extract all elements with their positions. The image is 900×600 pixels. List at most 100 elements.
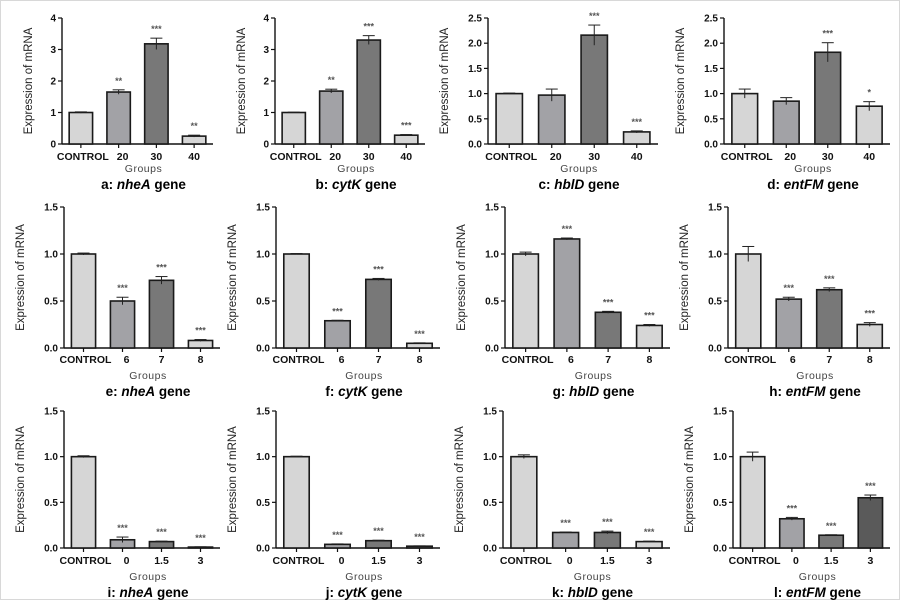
chart-panel-i: 0.0 0.5 1.0 1.5 Expression of mRNA CONTROL 0 **… <box>15 407 220 600</box>
x-tick-label: 3 <box>867 555 873 567</box>
y-axis-label: Expression of mRNA <box>15 224 27 331</box>
y-tick-label: 0.0 <box>44 544 58 555</box>
caption-prefix: b: <box>315 177 332 192</box>
x-tick-label: 6 <box>790 354 796 366</box>
y-tick-label: 1.0 <box>44 452 58 463</box>
bar <box>356 39 382 145</box>
chart-panel-e: 0.0 0.5 1.0 1.5 Expression of mRNA CONTROL 6 **… <box>15 203 220 399</box>
caption-suffix: gene <box>826 585 862 600</box>
caption-gene-name: entFM <box>786 585 826 600</box>
caption-gene-name: hblD <box>568 585 598 600</box>
caption-prefix: i: <box>107 585 119 600</box>
y-tick-label: 2.5 <box>704 14 718 25</box>
x-tick-label: 3 <box>646 555 652 567</box>
caption-suffix: gene <box>599 384 635 399</box>
significance-label: * <box>867 88 871 98</box>
panel-caption: c: hblD gene <box>538 177 620 192</box>
y-tick-label: 0.5 <box>44 297 58 308</box>
x-tick-label: 0 <box>339 555 345 567</box>
significance-label: *** <box>363 22 374 32</box>
x-tick-label: CONTROL <box>60 354 112 366</box>
x-tick-label: 30 <box>363 151 375 163</box>
bar <box>143 43 169 145</box>
bar <box>495 92 524 145</box>
y-tick-label: 0.0 <box>44 344 58 355</box>
caption-gene-name: cytK <box>338 384 369 399</box>
x-axis-label: Groups <box>796 370 833 382</box>
bar <box>855 105 883 145</box>
x-tick-label: CONTROL <box>500 555 552 567</box>
bar <box>510 455 538 549</box>
x-tick-label: 30 <box>588 151 600 163</box>
significance-label: *** <box>117 283 128 293</box>
y-tick-label: 0.5 <box>256 498 270 509</box>
significance-label: *** <box>644 311 655 321</box>
caption-gene-name: entFM <box>786 384 826 399</box>
x-tick-label: CONTROL <box>721 151 773 163</box>
bar <box>772 100 800 145</box>
chart-panel-d: 0.0 0.5 1.0 1.5 2.0 2.5 Expression of mRNA CONT… <box>675 14 890 192</box>
x-axis-label: Groups <box>799 571 836 583</box>
caption-gene-name: cytK <box>332 177 363 192</box>
bar <box>323 319 352 349</box>
caption-prefix: l: <box>774 585 786 600</box>
x-axis-label: Groups <box>345 571 382 583</box>
x-tick-label: 40 <box>631 151 643 163</box>
x-tick-label: 30 <box>822 151 834 163</box>
y-tick-label: 1.5 <box>485 203 499 214</box>
x-tick-label: 7 <box>159 354 165 366</box>
x-tick-label: 40 <box>863 151 875 163</box>
x-tick-label: 3 <box>417 555 423 567</box>
bar <box>109 300 136 349</box>
x-tick-label: 8 <box>867 354 873 366</box>
bar <box>553 238 581 349</box>
caption-gene-name: nheA <box>117 177 151 192</box>
bar <box>70 455 97 549</box>
y-tick-label: 1.5 <box>713 407 727 418</box>
y-tick-label: 0.0 <box>483 544 497 555</box>
x-tick-label: CONTROL <box>60 555 112 567</box>
y-axis-label: Expression of mRNA <box>679 224 691 331</box>
bar <box>739 455 766 549</box>
y-tick-label: 3 <box>263 45 269 56</box>
x-tick-label: CONTROL <box>273 555 325 567</box>
x-tick-label: 1.5 <box>154 555 169 567</box>
x-tick-label: 0 <box>567 555 573 567</box>
y-tick-label: 1.5 <box>44 407 58 418</box>
significance-label: ** <box>328 75 336 85</box>
significance-label: *** <box>864 309 875 319</box>
caption-prefix: h: <box>769 384 786 399</box>
x-tick-label: 1.5 <box>371 555 386 567</box>
x-axis-label: Groups <box>337 163 374 175</box>
chart-panel-h: 0.0 0.5 1.0 1.5 Expression of mRNA CONTROL 6 **… <box>679 203 890 399</box>
y-axis-label: Expression of mRNA <box>15 426 27 533</box>
bar <box>815 288 843 349</box>
panel-caption: h: entFM gene <box>769 384 861 399</box>
panel-caption: k: hblD gene <box>552 585 634 600</box>
bar <box>364 278 393 349</box>
chart-panel-g: 0.0 0.5 1.0 1.5 Expression of mRNA CONTROL 6 **… <box>456 203 670 399</box>
bar <box>364 539 393 549</box>
panel-caption: j: cytK gene <box>325 585 403 600</box>
y-tick-label: 0.5 <box>256 297 270 308</box>
x-tick-label: 8 <box>198 354 204 366</box>
y-tick-label: 0.0 <box>468 140 482 151</box>
y-tick-label: 2 <box>263 77 269 88</box>
bar <box>551 531 580 549</box>
significance-label: *** <box>332 530 343 540</box>
bar <box>70 253 97 349</box>
y-axis-label: Expression of mRNA <box>227 224 239 331</box>
bar <box>857 496 884 549</box>
panel-caption: i: nheA gene <box>107 585 189 600</box>
bar <box>318 90 344 145</box>
significance-label: *** <box>824 274 835 284</box>
x-tick-label: CONTROL <box>270 151 322 163</box>
significance-label: *** <box>332 306 343 316</box>
x-axis-label: Groups <box>129 571 166 583</box>
x-tick-label: CONTROL <box>273 354 325 366</box>
y-tick-label: 4 <box>50 14 56 25</box>
y-tick-label: 0.0 <box>485 344 499 355</box>
x-axis-label: Groups <box>575 370 612 382</box>
bar <box>405 342 434 349</box>
bar <box>593 531 622 549</box>
